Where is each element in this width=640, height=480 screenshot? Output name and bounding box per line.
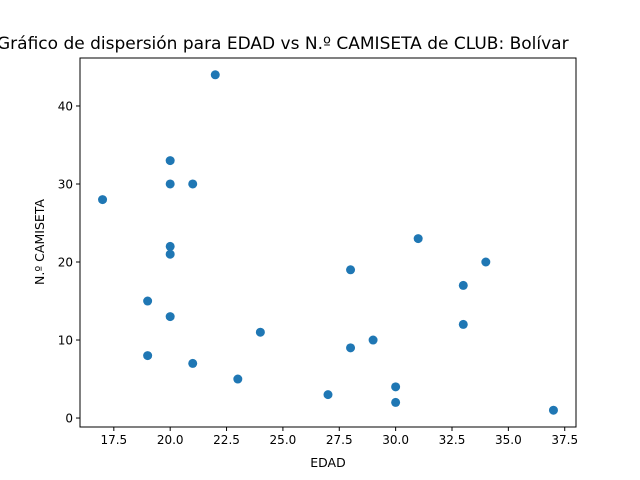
data-point bbox=[98, 195, 108, 205]
data-point bbox=[143, 351, 153, 361]
x-tick-label: 30.0 bbox=[382, 433, 409, 447]
x-tick-label: 25.0 bbox=[270, 433, 297, 447]
data-point bbox=[481, 257, 491, 267]
data-point bbox=[143, 296, 153, 306]
data-point bbox=[323, 390, 333, 400]
data-point bbox=[165, 312, 175, 322]
data-point bbox=[548, 405, 558, 415]
x-tick-label: 20.0 bbox=[157, 433, 184, 447]
data-point bbox=[255, 327, 265, 337]
plot-area bbox=[79, 57, 577, 428]
data-point bbox=[165, 241, 175, 251]
data-point bbox=[391, 382, 401, 392]
data-point bbox=[458, 319, 468, 329]
data-point bbox=[391, 397, 401, 407]
y-tick-label: 20 bbox=[58, 256, 73, 270]
data-point bbox=[346, 343, 356, 353]
x-tick-label: 22.5 bbox=[213, 433, 240, 447]
data-point bbox=[188, 179, 198, 189]
data-point bbox=[165, 179, 175, 189]
data-point bbox=[165, 156, 175, 166]
x-tick-label: 32.5 bbox=[439, 433, 466, 447]
axes-frame bbox=[79, 57, 577, 428]
y-tick-label: 30 bbox=[58, 177, 73, 191]
x-tick-label: 37.5 bbox=[551, 433, 578, 447]
y-tick-label: 10 bbox=[58, 334, 73, 348]
x-axis: 17.5 20.0 22.5 25.0 27.5 30.0 32.5 35.0 37.5 bbox=[100, 427, 578, 447]
x-axis-label: EDAD bbox=[310, 455, 345, 470]
data-point bbox=[346, 265, 356, 275]
data-point bbox=[165, 249, 175, 259]
x-tick-label: 35.0 bbox=[495, 433, 522, 447]
y-axis: 0 10 20 30 40 bbox=[58, 99, 80, 426]
data-point bbox=[413, 234, 423, 244]
y-tick-label: 0 bbox=[65, 412, 73, 426]
x-tick-label: 17.5 bbox=[100, 433, 127, 447]
data-point bbox=[458, 280, 468, 290]
data-point bbox=[210, 70, 220, 80]
y-tick-label: 40 bbox=[58, 99, 73, 113]
data-point bbox=[188, 358, 198, 368]
data-points bbox=[98, 70, 558, 415]
data-point bbox=[233, 374, 243, 384]
data-point bbox=[368, 335, 378, 345]
y-axis-label: N.º CAMISETA bbox=[32, 199, 47, 285]
chart-title: Gráfico de dispersión para EDAD vs N.º C… bbox=[0, 34, 569, 54]
x-tick-label: 27.5 bbox=[326, 433, 353, 447]
